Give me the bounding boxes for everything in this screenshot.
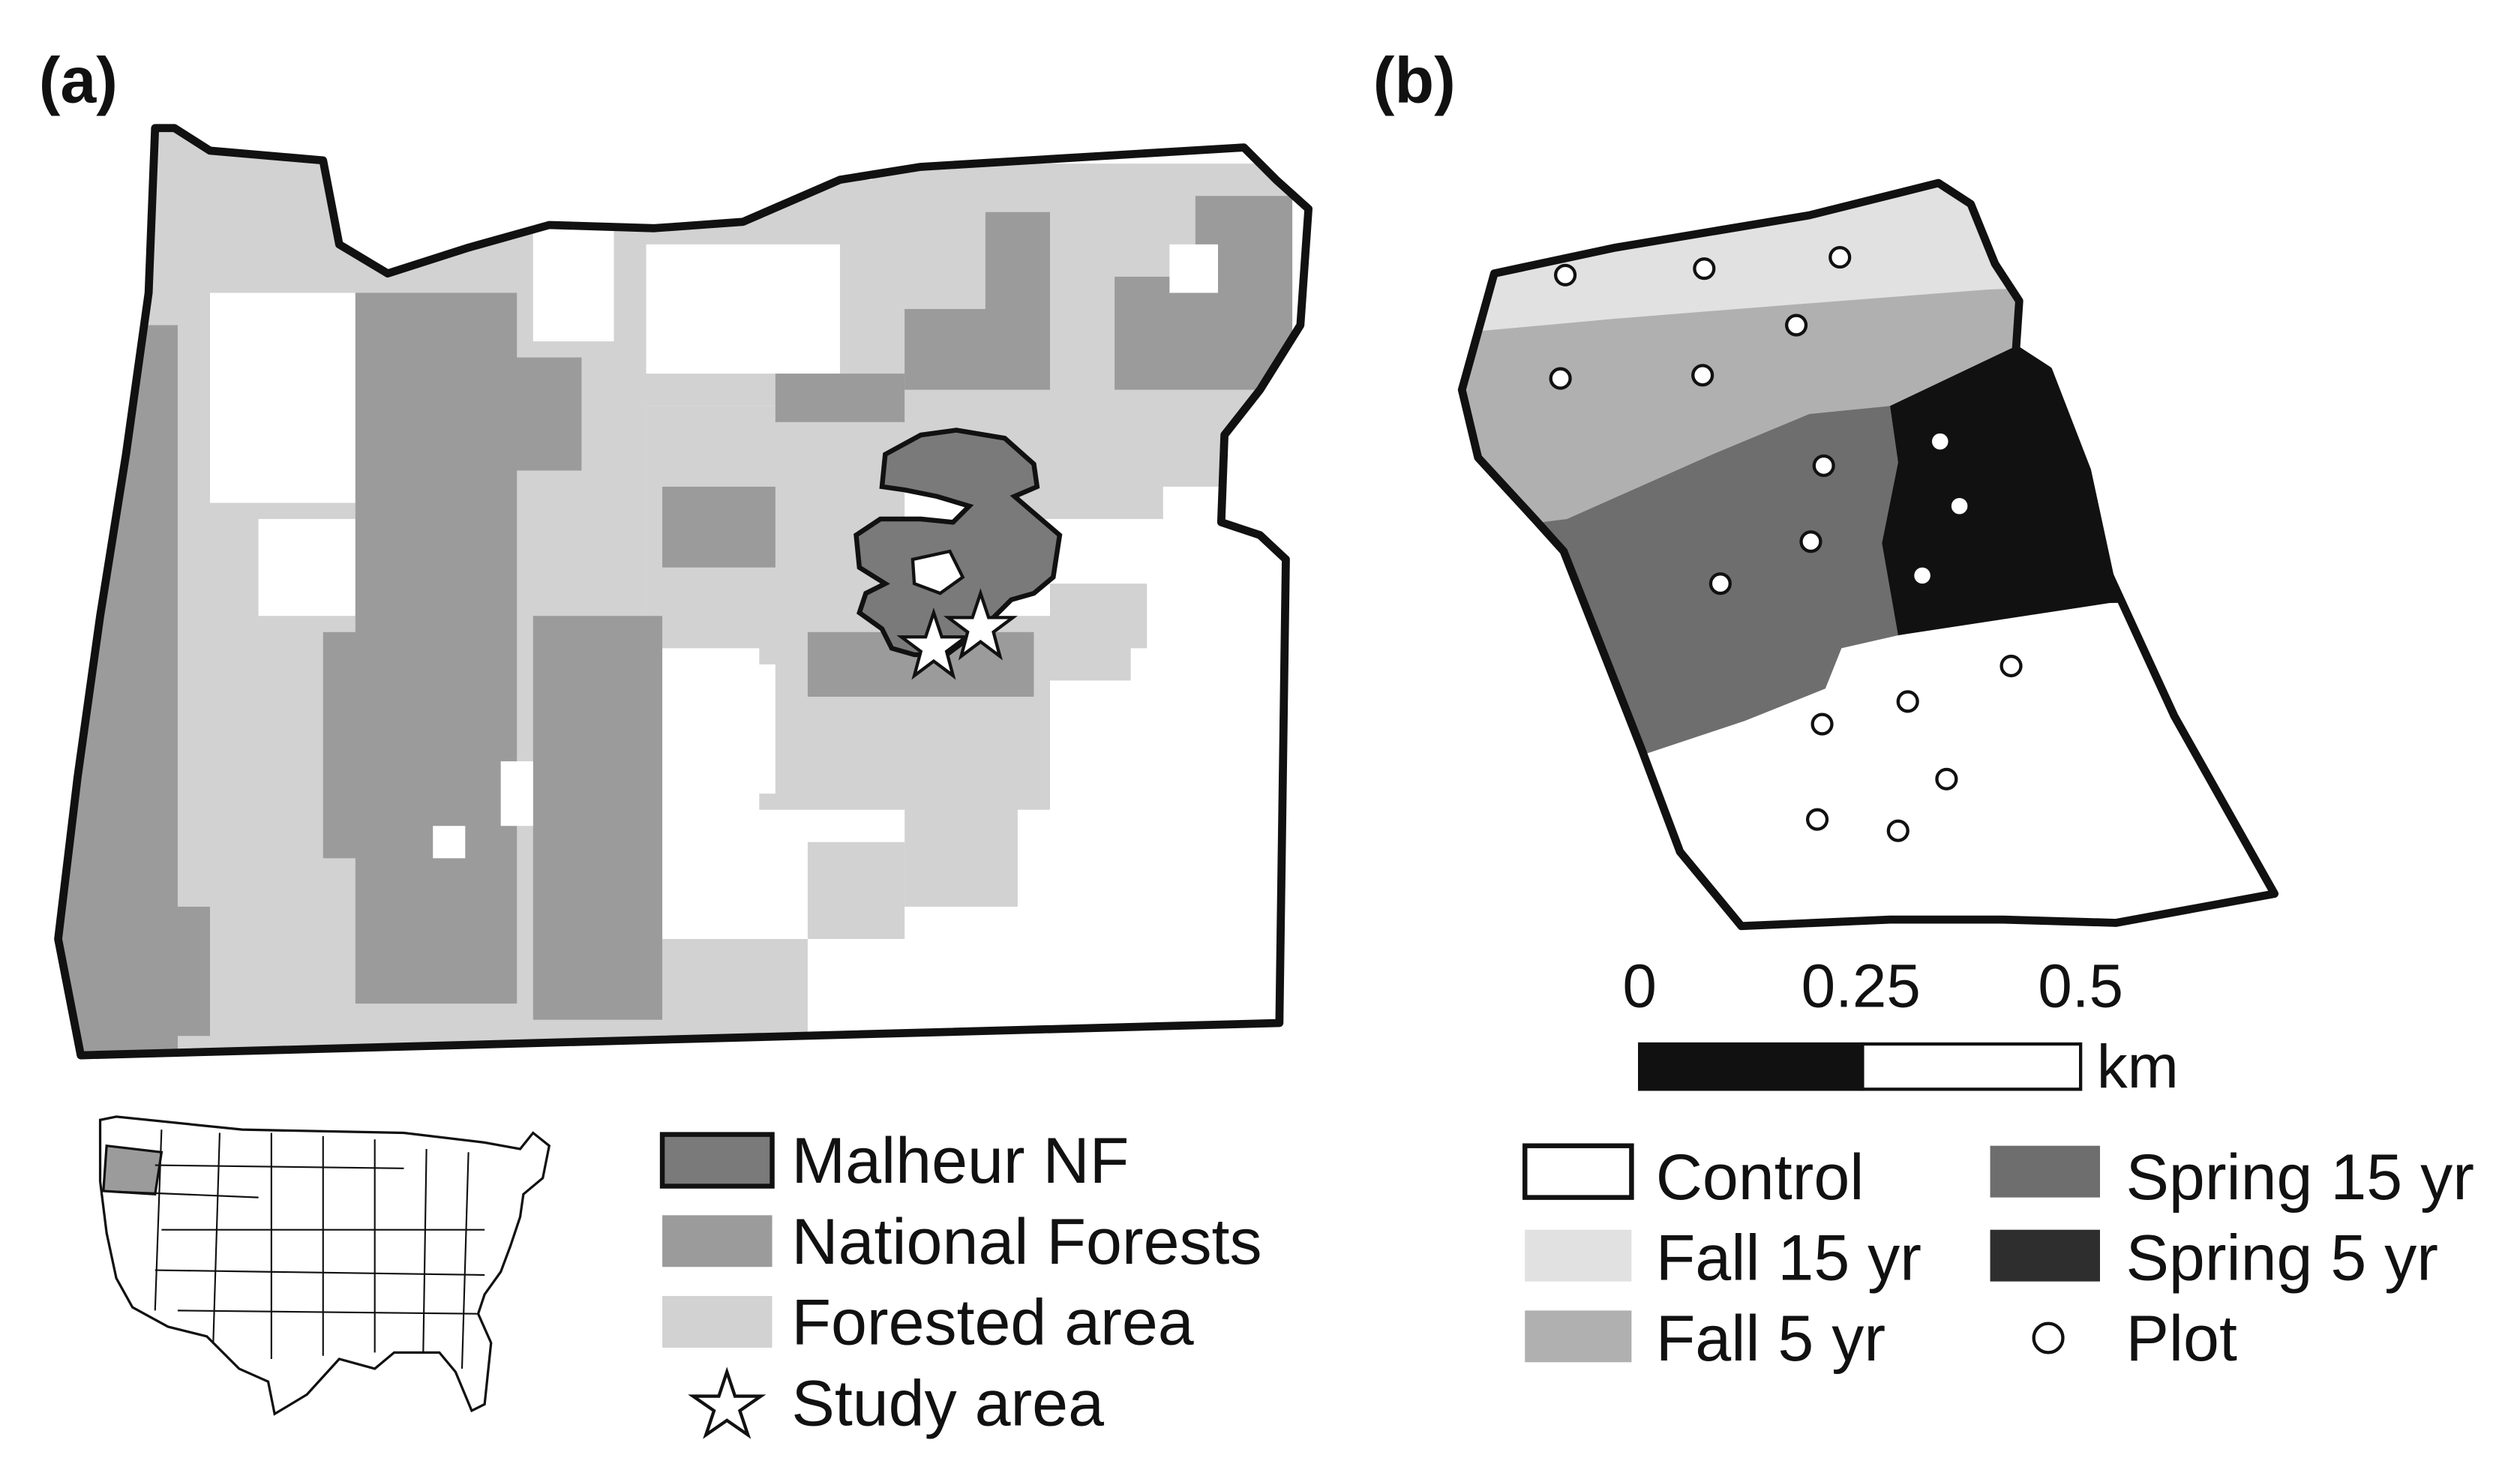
legend-fall15-swatch bbox=[1525, 1229, 1632, 1282]
forest-gaps bbox=[210, 228, 1276, 1020]
us-inset-map bbox=[98, 1115, 551, 1416]
malheur-gap bbox=[910, 549, 965, 596]
legend-national-forests-label: National Forests bbox=[791, 1206, 1262, 1278]
scale-tick-025: 0.25 bbox=[1802, 952, 1921, 1020]
legend-study-area-label: Study area bbox=[791, 1367, 1104, 1439]
legend-plot-label: Plot bbox=[2126, 1303, 2237, 1375]
legend-plot-circle-icon bbox=[2032, 1322, 2065, 1354]
legend-control-label: Control bbox=[1656, 1142, 1864, 1214]
plot-marker bbox=[1928, 430, 1952, 453]
scale-bar-black bbox=[1637, 1042, 1864, 1091]
legend-forested-area-label: Forested area bbox=[791, 1287, 1193, 1359]
malheur-nf bbox=[854, 428, 1063, 658]
plot-marker bbox=[1554, 263, 1577, 286]
legend-national-forests-swatch bbox=[662, 1215, 772, 1268]
plot-marker bbox=[1806, 808, 1829, 831]
oregon-map bbox=[54, 124, 1312, 1060]
legend-b: Control Fall 15 yr Fall 5 yr Spring 15 y… bbox=[1522, 1142, 2474, 1375]
legend-spring15-label: Spring 15 yr bbox=[2126, 1142, 2474, 1214]
legend-malheur-swatch bbox=[659, 1132, 775, 1189]
legend-forested-area-swatch bbox=[662, 1296, 772, 1348]
scale-tick-0: 0 bbox=[1622, 952, 1657, 1020]
plot-marker bbox=[1828, 245, 1852, 269]
plot-marker bbox=[1708, 572, 1732, 596]
study-area-star-2 bbox=[943, 588, 1018, 661]
scale-bar: 0 0.25 0.5 km bbox=[1622, 952, 2178, 1101]
state-borders bbox=[103, 1130, 485, 1369]
panel-b-label: (b) bbox=[1373, 44, 1456, 116]
plot-marker bbox=[1799, 530, 1822, 554]
legend-spring15-swatch bbox=[1990, 1145, 2100, 1198]
legend-spring5-label: Spring 5 yr bbox=[2126, 1222, 2438, 1294]
legend-a: Malheur NF National Forests Forested are… bbox=[659, 1125, 1262, 1439]
plot-marker bbox=[1935, 767, 1958, 790]
plot-marker bbox=[1948, 494, 1971, 518]
plot-marker bbox=[1896, 690, 1919, 713]
us-outline bbox=[98, 1115, 551, 1416]
plot-marker bbox=[1693, 257, 1716, 280]
oregon-inset bbox=[102, 1144, 164, 1196]
plot-marker bbox=[1911, 564, 1934, 587]
plot-marker bbox=[1812, 454, 1835, 477]
plot-marker bbox=[1810, 712, 1834, 736]
plot-marker bbox=[1785, 314, 1808, 337]
plot-marker bbox=[2000, 654, 2023, 678]
scale-bar-white bbox=[1861, 1042, 2083, 1091]
legend-fall5-swatch bbox=[1525, 1310, 1632, 1363]
legend-fall5-label: Fall 5 yr bbox=[1656, 1303, 1886, 1375]
plot-marker bbox=[1886, 819, 1910, 842]
national-forests bbox=[58, 196, 1293, 1056]
plot-marker bbox=[1691, 364, 1714, 387]
legend-fall15-label: Fall 15 yr bbox=[1656, 1222, 1922, 1294]
legend-control-swatch bbox=[1522, 1143, 1634, 1200]
plot-marker bbox=[1549, 367, 1572, 390]
oregon-outline bbox=[54, 124, 1312, 1060]
unit-spring-5yr bbox=[1882, 341, 2275, 636]
nf-gaps bbox=[433, 244, 1218, 859]
panel-a-label: (a) bbox=[39, 44, 118, 116]
legend-study-area-star-icon bbox=[688, 1366, 766, 1439]
unit-outline bbox=[1457, 178, 2278, 931]
treatment-map bbox=[1457, 178, 2278, 931]
legend-spring5-swatch bbox=[1990, 1229, 2100, 1282]
scale-tick-05: 0.5 bbox=[2038, 952, 2123, 1020]
scale-unit: km bbox=[2097, 1033, 2179, 1101]
plot-markers bbox=[1549, 245, 2023, 842]
legend-malheur-label: Malheur NF bbox=[791, 1125, 1129, 1197]
study-area-star-1 bbox=[896, 608, 971, 680]
